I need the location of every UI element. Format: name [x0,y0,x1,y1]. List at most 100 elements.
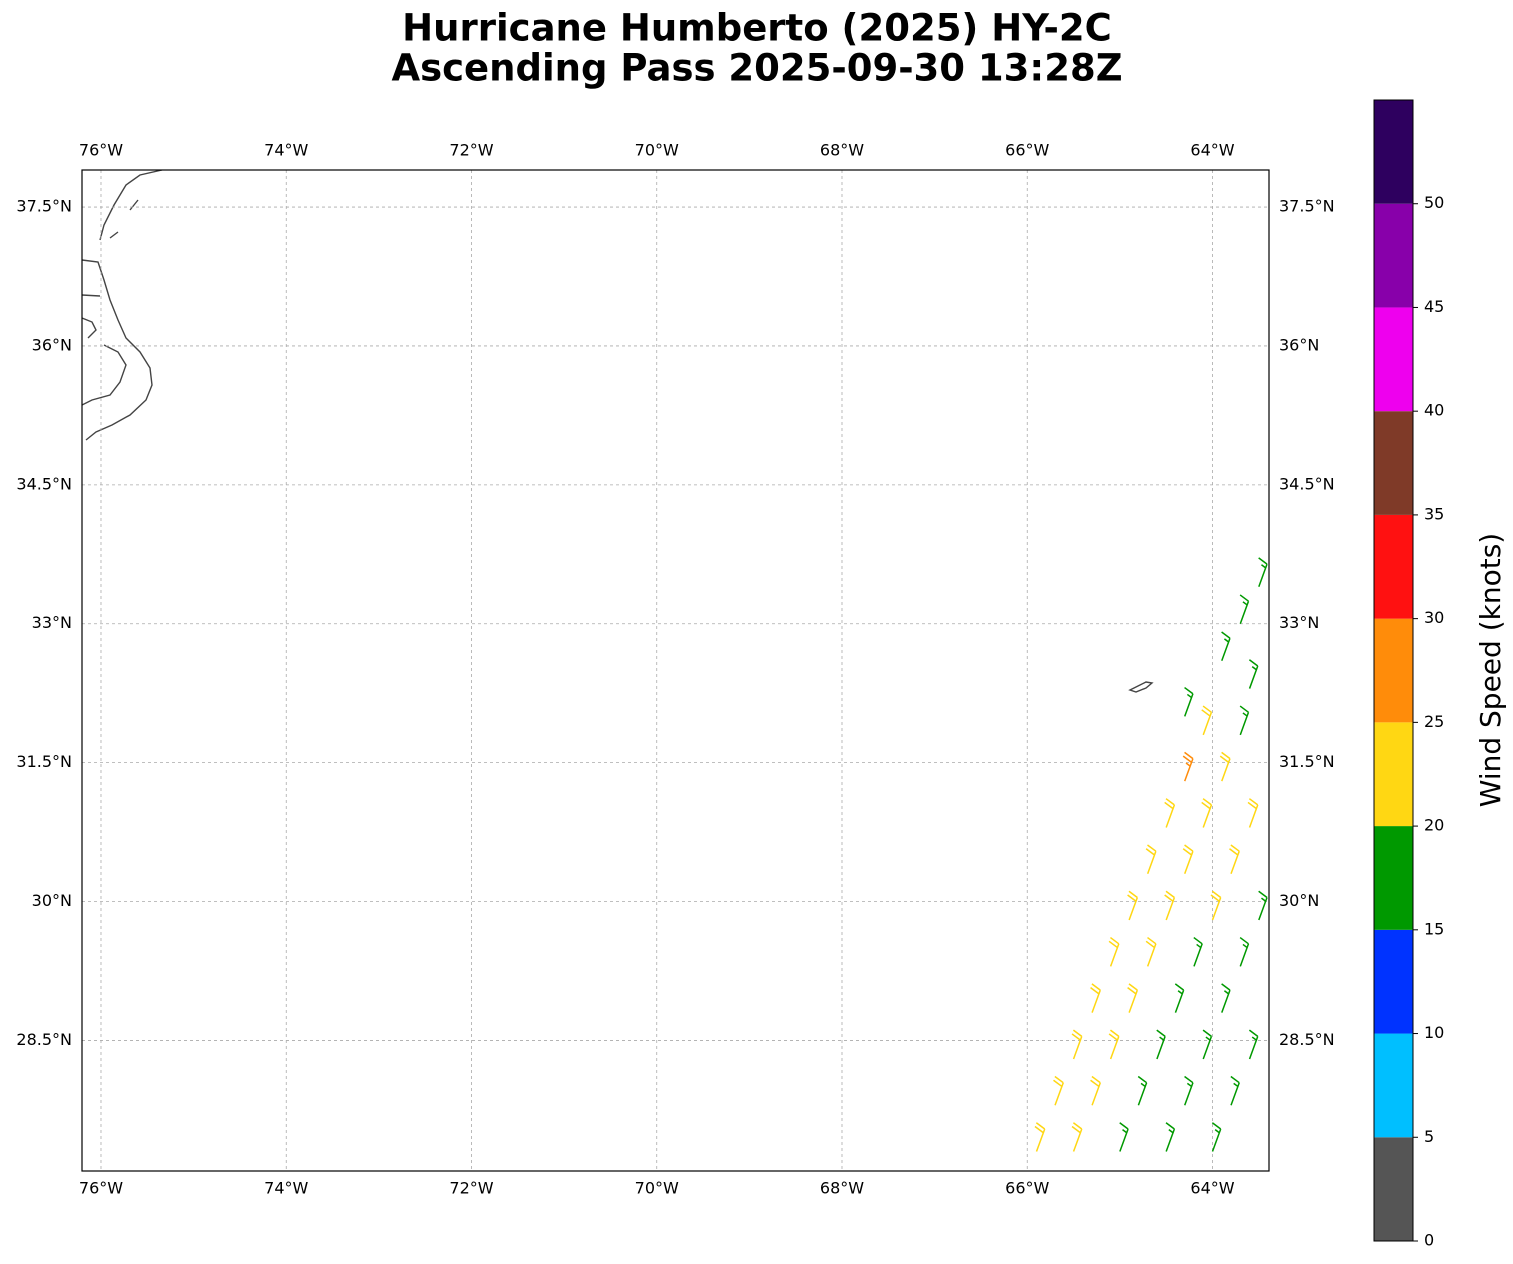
x-tick-label: 72°W [449,141,493,160]
title: Hurricane Humberto (2025) HY-2C [402,7,1112,50]
coastline-nc [82,170,163,441]
wind-barb [1193,936,1203,967]
y-tick-label: 34.5°N [1279,474,1335,493]
wind-barb [1247,798,1259,828]
y-tick-label: 28.5°N [1279,1030,1335,1049]
wind-barb [1230,1075,1240,1106]
x-tick-label: 68°W [820,1179,864,1198]
y-tick-label: 31.5°N [1279,752,1335,771]
y-tick-label: 36°N [1279,335,1319,354]
y-tick-label: 30°N [1279,891,1319,910]
wind-barb [1164,890,1176,921]
wind-barb [1164,798,1176,828]
colorbar-tick-label: 10 [1424,1023,1444,1042]
y-tick-label: 28.5°N [16,1030,72,1049]
wind-barb [1182,844,1194,875]
wind-barb [1127,890,1139,921]
y-tick-label: 30°N [32,891,72,910]
wind-barb [1108,936,1120,967]
colorbar-tick-label: 30 [1424,608,1444,627]
y-tick-label: 37.5°N [1279,197,1335,216]
colorbar-segment [1374,722,1413,827]
coastline-bermuda [1128,681,1154,693]
x-tick-label: 64°W [1190,141,1234,160]
wind-barb [1210,890,1222,921]
y-tick-label: 36°N [32,335,72,354]
colorbar-frame [1373,99,1414,1242]
wind-barb [1248,659,1259,689]
colorbar-segment [1374,929,1413,1034]
wind-barb [1239,705,1250,736]
wind-barb [1174,983,1185,1013]
wind-barb [1071,1122,1083,1152]
wind-barb [1165,1122,1176,1152]
wind-barb [1090,983,1101,1013]
wind-barb [1034,1122,1046,1152]
colorbar-tick-label: 45 [1424,297,1444,316]
wind-barb [1258,557,1268,587]
y-tick-label: 33°N [32,613,72,632]
wind-barb [1201,705,1213,736]
colorbar-segment [1374,618,1413,723]
x-tick-label: 70°W [635,1179,679,1198]
x-tick-label: 74°W [264,141,308,160]
colorbar-tick-label: 5 [1424,1127,1434,1146]
wind-barb [1127,983,1139,1013]
colorbar-tick-label: 15 [1424,919,1444,938]
colorbar-tick-label: 50 [1424,193,1444,212]
y-tick-label: 33°N [1279,613,1319,632]
wind-barb [1053,1075,1064,1106]
map-frame [81,169,1270,1172]
colorbar-segment [1374,100,1413,204]
wind-barb [1137,1075,1148,1106]
colorbar-segment [1374,826,1413,930]
wind-barb [1090,1075,1101,1106]
colorbar-segment [1374,514,1413,619]
x-tick-label: 66°W [1005,141,1049,160]
subtitle: Ascending Pass 2025-09-30 13:28Z [391,47,1122,90]
wind-barb [1221,983,1231,1013]
colorbar-segment [1374,307,1413,412]
wind-barb [1108,1029,1120,1060]
x-tick-label: 70°W [635,141,679,160]
colorbar-segment [1374,411,1413,515]
wind-barb [1184,1075,1194,1106]
wind-barb [1221,631,1231,662]
x-tick-label: 64°W [1190,1179,1234,1198]
colorbar-tick-label: 0 [1424,1231,1434,1250]
wind-barb [1219,751,1231,782]
x-tick-label: 66°W [1005,1179,1049,1198]
wind-barb [1258,890,1268,921]
x-tick-label: 68°W [820,141,864,160]
y-tick-label: 34.5°N [16,474,72,493]
wind-barb [1229,844,1240,875]
y-tick-label: 37.5°N [16,197,72,216]
x-tick-label: 76°W [79,141,123,160]
wind-barb [1202,1029,1213,1060]
wind-barb [1145,936,1157,967]
wind-barb [1184,686,1194,717]
wind-barb [1119,1122,1129,1152]
x-tick-label: 74°W [264,1179,308,1198]
colorbar-segment [1374,1033,1413,1138]
wind-barb [1239,594,1250,624]
wind-barb [1156,1029,1166,1060]
wind-barb [1071,1029,1083,1060]
wind-barb [1211,1122,1222,1152]
wind-barb [1239,936,1250,967]
colorbar-segment [1374,1137,1413,1241]
wind-barb [1248,1029,1259,1060]
wind-barbs [1034,557,1268,1152]
colorbar-tick-label: 40 [1424,401,1444,420]
x-tick-label: 76°W [79,1179,123,1198]
x-tick-label: 72°W [449,1179,493,1198]
colorbar-tick-label: 35 [1424,504,1444,523]
y-tick-label: 31.5°N [16,752,72,771]
colorbar-tick-label: 20 [1424,816,1444,835]
colorbar-label: Wind Speed (knots) [1474,533,1507,807]
wind-barb [1182,751,1194,782]
wind-barb [1201,798,1213,828]
colorbar-segment [1374,203,1413,308]
wind-barb [1145,844,1157,875]
